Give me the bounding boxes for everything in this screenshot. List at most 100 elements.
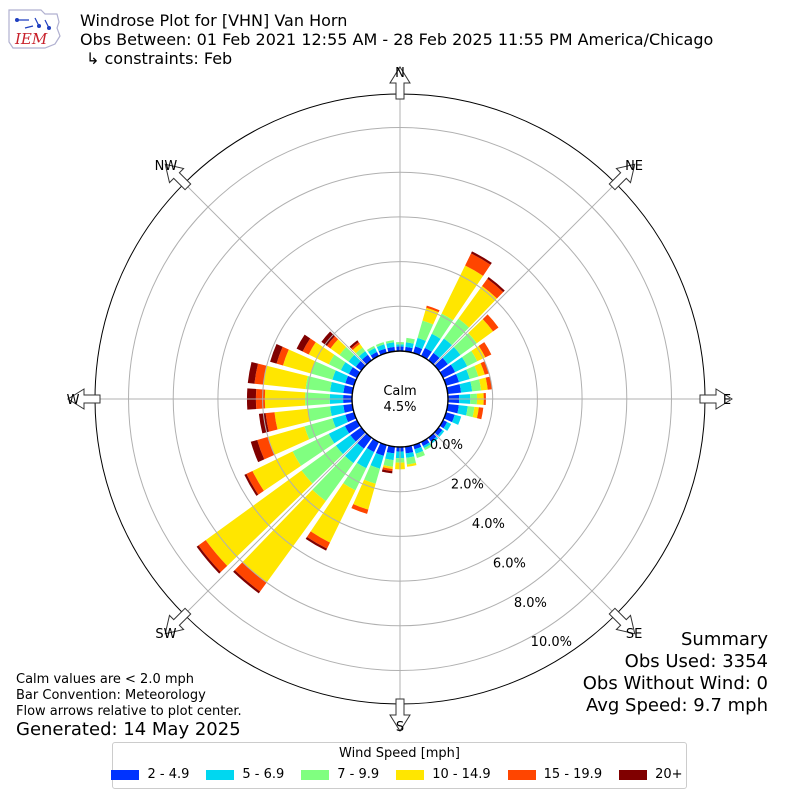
bar-dir-80-bin-1 [459, 381, 473, 393]
bar-dir-10-bin-2 [405, 337, 415, 344]
bar-dir-200-bin-0 [375, 442, 387, 456]
bar-dir-290-bin-4 [276, 346, 289, 366]
bar-dir-100-bin-2 [466, 406, 475, 418]
direction-label-e: E [723, 393, 731, 408]
bar-dir-40-bin-1 [433, 338, 452, 359]
bar-dir-170-bin-2 [406, 456, 416, 465]
bar-dir-190-bin-2 [383, 458, 394, 467]
legend-swatch [206, 769, 235, 780]
radial-tick-label-8: 8.0% [514, 596, 547, 611]
legend-label: 10 - 14.9 [432, 767, 491, 782]
bar-dir-50-bin-4 [482, 314, 499, 332]
bar-dir-230-bin-5 [196, 545, 221, 574]
iem-logo-text: IEM [14, 30, 48, 48]
bar-dir-240-bin-1 [328, 425, 350, 444]
bar-dir-260-bin-5 [258, 413, 269, 434]
generated-date: Generated: 14 May 2025 [16, 719, 241, 740]
bar-dir-40-bin-2 [443, 318, 470, 346]
radial-tick-label-10: 10.0% [531, 635, 572, 650]
bar-dir-280-bin-5 [247, 361, 259, 384]
bar-dir-350-bin-2 [385, 340, 395, 344]
bar-dir-320-bin-3 [352, 343, 363, 354]
flow-arrow-se-icon [608, 607, 636, 635]
bar-dir-310-bin-5 [321, 331, 335, 346]
legend-swatch [507, 769, 536, 780]
bar-dir-210-bin-1 [356, 448, 375, 469]
bar-dir-250-bin-4 [257, 436, 275, 460]
legend-item: 7 - 9.9 [301, 767, 379, 782]
bar-dir-280-bin-1 [330, 381, 345, 394]
bar-dir-30-bin-0 [421, 347, 432, 360]
bar-dir-80-bin-2 [470, 379, 482, 392]
chart-subtitle-obs: Obs Between: 01 Feb 2021 12:55 AM - 28 F… [80, 30, 714, 49]
bar-dir-240-bin-4 [246, 470, 264, 495]
grid-spoke-45 [433, 182, 617, 366]
bar-dir-150-bin-0 [421, 438, 430, 447]
bar-dir-220-bin-1 [344, 443, 364, 464]
bar-dir-290-bin-3 [282, 349, 316, 374]
bar-dir-300-bin-5 [296, 334, 311, 352]
bar-dir-60-bin-4 [478, 342, 492, 358]
bar-dir-310-bin-4 [326, 336, 339, 349]
flow-arrow-w-icon [67, 388, 101, 410]
bar-dir-230-bin-4 [198, 540, 228, 573]
bar-dir-200-bin-2 [364, 465, 380, 484]
bar-dir-30-bin-1 [424, 333, 441, 352]
summary-obs-used: Obs Used: 3354 [624, 651, 768, 672]
flow-arrow-e-icon [699, 388, 733, 410]
bar-dir-340-bin-2 [375, 342, 385, 347]
grid-spoke-135 [433, 432, 617, 616]
bar-dir-210-bin-2 [343, 462, 367, 491]
flow-arrow-nw-icon [164, 163, 192, 191]
flow-arrow-n-icon [389, 66, 411, 100]
bar-dir-120-bin-0 [439, 420, 448, 429]
bar-dir-250-bin-2 [304, 418, 336, 440]
bar-dir-120-bin-1 [443, 422, 452, 431]
bar-dir-100-bin-4 [476, 407, 484, 420]
bar-dir-320-bin-5 [349, 340, 359, 349]
bar-dir-300-bin-0 [348, 367, 361, 378]
bar-dir-260-bin-4 [265, 412, 278, 432]
legend-item: 10 - 14.9 [396, 767, 491, 782]
bar-dir-100-bin-3 [472, 406, 479, 419]
bar-dir-260-bin-1 [330, 404, 345, 417]
bar-dir-20-bin-3 [422, 307, 439, 325]
iem-logo: IEM [8, 9, 61, 49]
title-block: Windrose Plot for [VHN] Van Horn Obs Bet… [80, 11, 713, 68]
legend-item: 2 - 4.9 [111, 767, 189, 782]
bar-dir-70-bin-1 [456, 369, 470, 383]
bar-dir-210-bin-4 [306, 531, 330, 549]
chart-title: Windrose Plot for [VHN] Van Horn [80, 11, 348, 30]
legend: Wind Speed [mph] 2 - 4.9 5 - 6.9 7 - 9.9 10… [111, 742, 687, 789]
bar-dir-220-bin-4 [234, 562, 267, 592]
bar-dir-50-bin-2 [453, 333, 477, 356]
legend-label: 7 - 9.9 [337, 767, 380, 782]
bar-dir-300-bin-3 [308, 342, 335, 365]
bar-dir-170-bin-1 [405, 452, 415, 458]
direction-label-sw: SW [155, 627, 176, 642]
bar-dir-100-bin-1 [457, 405, 468, 416]
bar-dir-30-bin-4 [465, 253, 491, 276]
bar-dir-220-bin-0 [357, 433, 372, 449]
bar-dir-340-bin-0 [378, 348, 387, 356]
radial-tick-label-4: 4.0% [472, 517, 505, 532]
bar-dir-80-bin-3 [479, 377, 488, 391]
bar-dir-300-bin-2 [328, 354, 346, 371]
bar-dir-70-bin-2 [466, 365, 479, 379]
legend-title: Wind Speed [mph] [339, 746, 460, 761]
legend-items: 2 - 4.9 5 - 6.9 7 - 9.9 10 - 14.9 15 - 19.9 2… [111, 767, 686, 782]
bar-dir-160-bin-1 [414, 446, 424, 454]
bar-dir-290-bin-2 [310, 361, 336, 380]
bar-dir-330-bin-2 [366, 345, 376, 352]
legend-swatch [301, 769, 330, 780]
bar-dir-240-bin-2 [292, 433, 335, 466]
bar-dir-250-bin-0 [345, 412, 357, 423]
bar-dir-350-bin-1 [386, 342, 395, 349]
bar-dir-290-bin-1 [332, 370, 348, 384]
radial-tick-label-6: 6.0% [493, 556, 526, 571]
direction-label-se: SE [626, 627, 642, 642]
summary-title: Summary [681, 629, 768, 650]
bar-dir-190-bin-0 [386, 445, 395, 454]
note-calm: Calm values are < 2.0 mph [16, 672, 195, 687]
